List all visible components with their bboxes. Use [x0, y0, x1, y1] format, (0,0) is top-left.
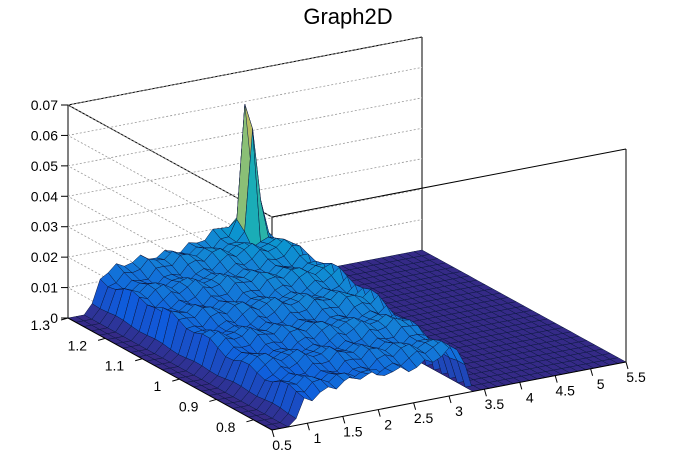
surface-mesh: [67, 103, 627, 431]
x-tick-label: 3: [455, 403, 463, 419]
y-tick-mark: [209, 398, 217, 402]
z-tick-label: 0.06: [31, 127, 58, 143]
y-axis-line: [67, 317, 273, 431]
x-tick-label: 5: [597, 376, 605, 392]
x-tick-mark: [483, 389, 487, 397]
front-top-edge: [271, 148, 627, 218]
x-tick-label: 3.5: [485, 396, 505, 412]
y-tick-label: 1.3: [31, 317, 51, 333]
x-tick-mark: [590, 368, 594, 376]
z-tick-label: 0.05: [31, 158, 58, 174]
y-tick-label: 1.2: [68, 337, 88, 353]
grid-line: [67, 36, 423, 106]
y-tick-mark: [172, 378, 180, 382]
x-tick-mark: [342, 416, 346, 424]
grid-line: [67, 135, 273, 248]
grid-line: [67, 165, 273, 279]
y-tick-mark: [97, 337, 106, 341]
y-tick-label: 0.9: [179, 398, 199, 414]
z-tick-label: 0.07: [31, 97, 58, 113]
z-tick-label: 0.01: [31, 280, 58, 296]
y-tick-label: 0.8: [216, 419, 236, 435]
x-tick-label: 0.5: [272, 437, 292, 453]
y-tick-mark: [135, 358, 143, 362]
x-tick-label: 5.5: [626, 369, 646, 385]
z-tick-label: 0.04: [31, 188, 58, 204]
y-tick-label: 1.1: [105, 358, 125, 374]
z-tick-label: 0: [50, 310, 58, 326]
x-tick-mark: [519, 382, 523, 390]
x-tick-label: 2: [384, 417, 392, 433]
grid-line: [67, 104, 273, 218]
x-tick-mark: [271, 429, 275, 438]
y-tick-mark: [246, 419, 254, 423]
z-tick-label: 0.02: [31, 249, 58, 265]
z-tick-label: 0.03: [31, 219, 58, 235]
x-tick-label: 4.5: [555, 383, 575, 399]
x-tick-label: 2.5: [414, 410, 434, 426]
y-tick-label: 1: [153, 378, 161, 394]
x-tick-mark: [625, 361, 629, 370]
x-tick-mark: [413, 402, 417, 410]
x-tick-label: 1: [314, 430, 322, 446]
x-tick-mark: [377, 409, 381, 417]
x-tick-mark: [306, 423, 310, 431]
axes: 0.5 1 1.5 2 2.5 3 3.5 4 4.5 5 5.50.80.911.11.21.3 0…: [31, 97, 646, 453]
grid-line: [67, 67, 423, 136]
x-tick-label: 1.5: [343, 423, 363, 439]
chart-title: Graph2D: [303, 4, 393, 29]
x-tick-label: 4: [526, 389, 534, 405]
x-tick-mark: [554, 375, 558, 383]
x-tick-mark: [448, 395, 452, 404]
